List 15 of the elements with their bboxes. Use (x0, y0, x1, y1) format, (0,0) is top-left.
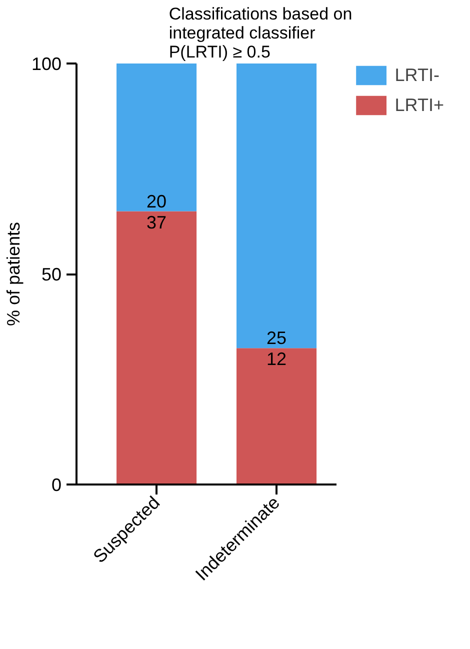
chart-title: Classifications based on integrated classifier P(LRTI) ≥ 0.5 (168, 4, 352, 62)
y-axis-title: % of patients (3, 222, 24, 326)
legend-label: LRTI- (394, 64, 440, 86)
y-tick-label: 100 (31, 54, 62, 74)
bar (236, 64, 317, 348)
annotation: 37 (146, 212, 167, 232)
y-tick-label: 50 (41, 264, 62, 284)
bar (116, 64, 197, 212)
legend-label: LRTI+ (394, 94, 444, 116)
bar (116, 211, 197, 484)
annotation: 25 (266, 328, 287, 348)
y-tick-label: 0 (51, 475, 62, 495)
annotation: 12 (266, 349, 287, 370)
annotation: 20 (146, 191, 167, 212)
bar (236, 348, 317, 484)
